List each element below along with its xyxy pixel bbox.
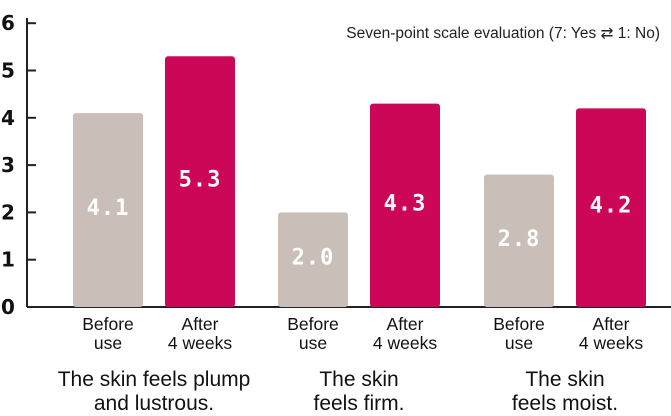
bar-category-label: After [182,314,219,334]
group-label: The skin feels plump [58,368,251,391]
bar-category-label: use [299,333,327,353]
group-label: and lustrous. [94,392,214,415]
bar-category-label: Before [287,314,339,334]
bar-after-4-weeks [576,108,646,307]
y-tick-label: 6 [1,11,15,35]
bar-value-label: 5.3 [179,168,222,193]
group-label: The skin [319,368,398,391]
bar-after-4-weeks [370,103,440,307]
bar-category-label: After [387,314,424,334]
bar-value-label: 2.0 [292,246,335,271]
bar-category-label: After [593,314,630,334]
bar-category-label: use [505,333,533,353]
bar-category-label: 4 weeks [579,333,643,353]
bar-before-use [278,212,348,307]
y-tick-label: 5 [1,59,15,83]
bar-value-label: 4.1 [87,196,130,221]
y-tick-label: 1 [1,248,15,272]
bar-value-label: 4.3 [384,191,427,216]
bar-category-label: Before [493,314,545,334]
group-label: feels moist. [512,392,618,415]
bar-after-4-weeks [165,56,235,308]
bar-value-label: 4.2 [590,194,633,219]
bar-category-label: Before [82,314,134,334]
y-ticks: 0 1 2 3 4 5 6 [1,11,15,319]
y-tick-label: 4 [1,106,15,130]
y-tick-label: 3 [1,153,15,177]
bar-category-label: use [94,333,122,353]
group-label: feels firm. [313,392,404,415]
bar-value-label: 2.8 [498,227,541,252]
bar-before-use [484,174,554,307]
bar-before-use [73,113,143,307]
y-tick-label: 0 [1,295,15,319]
bar-category-label: 4 weeks [373,333,437,353]
group-label: The skin [525,368,604,391]
bars: 4.1 5.3 2.0 4.3 2.8 4.2 [73,56,646,308]
y-tick-label: 2 [1,200,15,224]
scale-note: Seven-point scale evaluation (7: Yes ⇄ 1… [346,25,660,42]
bar-category-label: 4 weeks [168,333,232,353]
